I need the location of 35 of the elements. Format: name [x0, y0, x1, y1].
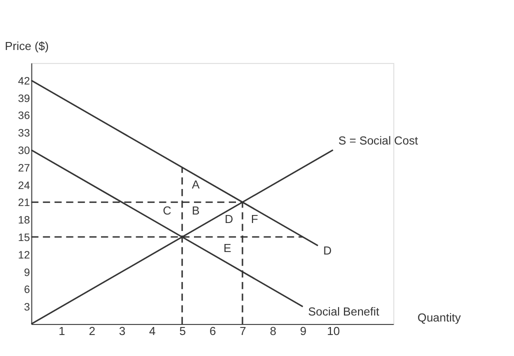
y-tick-label: 42 [18, 75, 30, 88]
y-tick-label: 33 [18, 128, 30, 140]
series-label: D [323, 244, 332, 258]
y-tick-label: 24 [18, 180, 30, 192]
x-tick-label: 10 [326, 325, 340, 338]
x-tick-label: 2 [88, 325, 96, 338]
y-tick-label: 9 [24, 266, 30, 279]
y-tick-label: 27 [18, 162, 30, 174]
x-tick-label: 6 [210, 325, 216, 338]
annotation: E [224, 242, 232, 256]
y-tick-label: 15 [18, 232, 30, 244]
y-tick-label: 21 [18, 197, 30, 210]
x-tick-label: 3 [119, 325, 126, 338]
annotation: B [192, 204, 200, 218]
y-tick-label: 3 [24, 302, 30, 314]
y-tick-label: 12 [18, 249, 30, 262]
x-tick-label: 7 [240, 325, 246, 338]
y-tick-label: 39 [18, 92, 30, 105]
series-label: Social Benefit [308, 306, 380, 319]
y-tick-label: 6 [24, 284, 30, 296]
x-axis-title: Quantity [418, 312, 461, 325]
x-tick-label: 9 [300, 325, 306, 338]
series-label: S = Social Cost [338, 134, 419, 148]
y-axis-title: Price ($) [4, 40, 49, 53]
y-tick-label: 30 [18, 144, 30, 157]
x-tick-label: 1 [58, 325, 66, 338]
annotation: D [224, 213, 234, 226]
x-tick-label: 8 [270, 325, 276, 338]
y-tick-label: 18 [18, 214, 30, 227]
y-tick-label: 36 [18, 110, 30, 122]
annotation: F [250, 213, 258, 226]
x-tick-label: 5 [179, 325, 186, 338]
x-tick-label: 4 [149, 325, 156, 338]
annotation: C [162, 204, 172, 218]
annotation: A [192, 178, 200, 192]
